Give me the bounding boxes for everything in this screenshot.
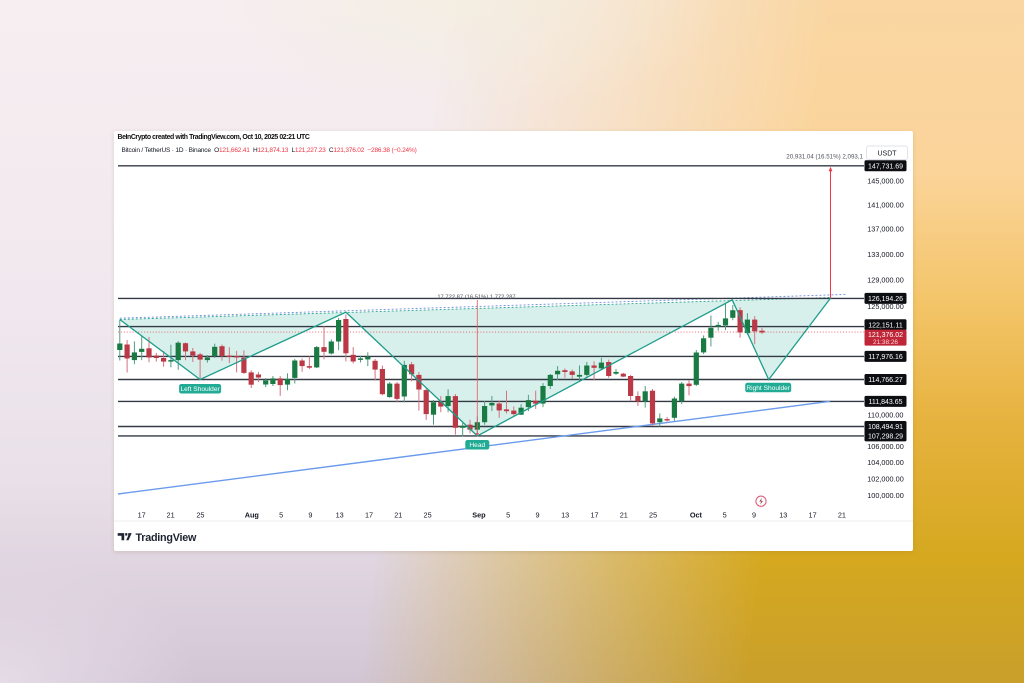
svg-text:147,731.69: 147,731.69 — [868, 163, 903, 170]
svg-text:21: 21 — [838, 511, 846, 520]
svg-text:121,376.02: 121,376.02 — [868, 332, 903, 339]
svg-text:21: 21 — [394, 511, 402, 520]
svg-text:5: 5 — [506, 511, 510, 520]
svg-text:17: 17 — [138, 511, 146, 520]
svg-text:104,000.00: 104,000.00 — [867, 458, 904, 467]
svg-text:107,298.29: 107,298.29 — [868, 434, 903, 441]
svg-text:114,766.27: 114,766.27 — [868, 377, 903, 384]
svg-text:17: 17 — [365, 511, 373, 520]
svg-text:USDT: USDT — [877, 150, 897, 157]
svg-text:TradingView: TradingView — [136, 532, 198, 544]
svg-text:25: 25 — [196, 511, 204, 520]
svg-text:111,843.65: 111,843.65 — [869, 399, 903, 406]
svg-text:17,722.87 (16.51%) 1,772.287: 17,722.87 (16.51%) 1,772.287 — [437, 294, 515, 300]
svg-text:Right Shoulder: Right Shoulder — [746, 385, 790, 392]
svg-text:Left Shoulder: Left Shoulder — [180, 386, 220, 393]
svg-text:126,194.26: 126,194.26 — [868, 296, 903, 303]
svg-text:21: 21 — [620, 511, 628, 520]
svg-text:13: 13 — [779, 511, 787, 520]
svg-text:Aug: Aug — [245, 511, 259, 520]
svg-text:145,000.00: 145,000.00 — [867, 177, 904, 186]
svg-text:25: 25 — [649, 511, 657, 520]
svg-text:100,000.00: 100,000.00 — [867, 491, 904, 500]
svg-text:108,494.91: 108,494.91 — [868, 424, 903, 431]
svg-text:13: 13 — [561, 511, 569, 520]
svg-text:106,000.00: 106,000.00 — [867, 442, 904, 451]
svg-text:141,000.00: 141,000.00 — [867, 200, 904, 209]
svg-text:9: 9 — [308, 511, 312, 520]
svg-text:5: 5 — [723, 511, 727, 520]
svg-text:133,000.00: 133,000.00 — [867, 250, 904, 259]
svg-text:5: 5 — [279, 511, 283, 520]
svg-text:102,000.00: 102,000.00 — [867, 474, 904, 483]
svg-text:125,000.00: 125,000.00 — [867, 302, 904, 311]
svg-text:20,931.04 (16.51%) 2,093,1: 20,931.04 (16.51%) 2,093,1 — [786, 153, 863, 160]
svg-text:9: 9 — [535, 511, 539, 520]
svg-text:122,151.11: 122,151.11 — [868, 322, 903, 329]
svg-text:129,000.00: 129,000.00 — [867, 275, 904, 284]
svg-text:Oct: Oct — [690, 511, 703, 520]
svg-text:13: 13 — [336, 511, 344, 520]
svg-text:21:38:26: 21:38:26 — [873, 339, 898, 346]
svg-text:117,976.16: 117,976.16 — [868, 354, 903, 361]
svg-text:17: 17 — [809, 511, 817, 520]
svg-text:17: 17 — [590, 511, 598, 520]
svg-text:137,000.00: 137,000.00 — [867, 225, 904, 234]
svg-text:Sep: Sep — [472, 511, 486, 520]
svg-text:21: 21 — [167, 511, 175, 520]
svg-text:25: 25 — [424, 511, 432, 520]
svg-text:Head: Head — [469, 442, 485, 449]
svg-text:110,000.00: 110,000.00 — [868, 410, 904, 419]
svg-text:9: 9 — [752, 511, 756, 520]
